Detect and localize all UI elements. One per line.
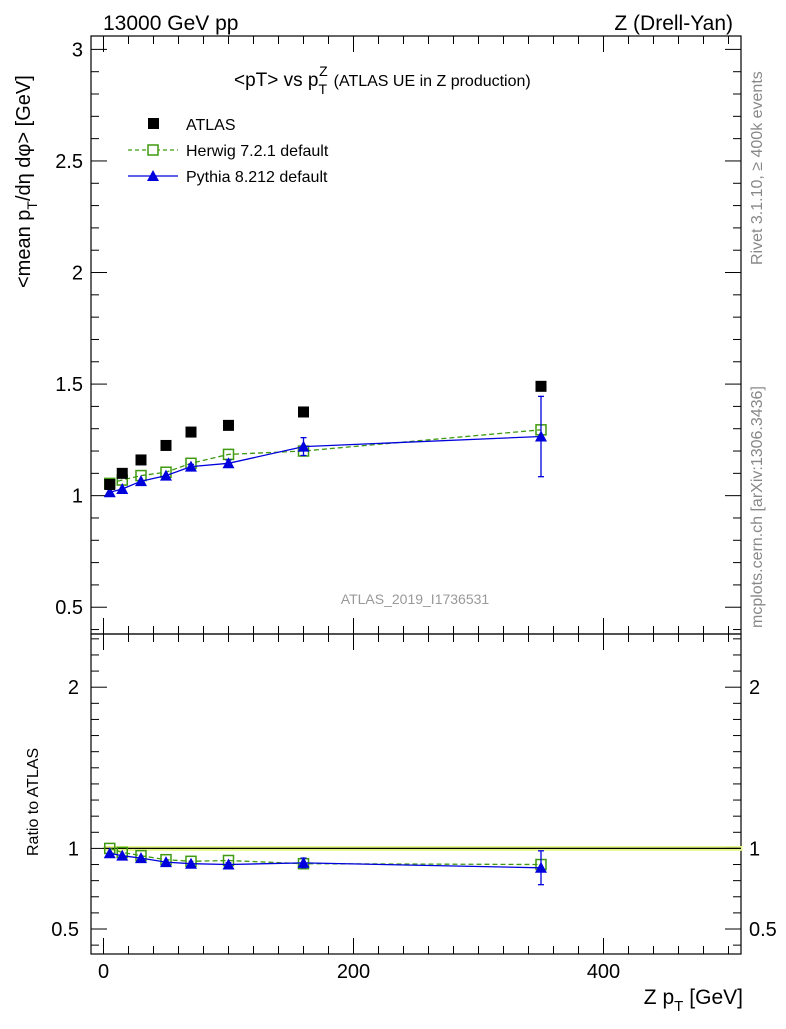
ratio-pythia-point [160,856,172,868]
main-series-layer [103,380,547,498]
analysis-label: ATLAS_2019_I1736531 [341,591,490,607]
ratio-pythia-point [103,847,116,859]
legend-entry-atlas: ATLAS [148,117,236,134]
legend-marker-atlas [148,118,159,129]
main-y-tick-label: 3 [72,39,83,61]
ratio-series-layer [103,842,547,886]
x-axis-label-subscript: T [674,998,683,1015]
rivet-label: Rivet 3.1.10, ≥ 400k events [749,71,766,265]
main-y-axis-label-suffix: /dη dφ> [GeV] [13,75,35,201]
legend: ATLAS Herwig 7.2.1 default Pythia 8.212 … [128,117,329,186]
ratio-pythia-point [185,857,197,869]
plot-title: <pT> vs pTZ (ATLAS UE in Z production) [234,63,531,97]
legend-label-herwig: Herwig 7.2.1 default [186,143,329,160]
ratio-y-tick-label-left: 2 [68,677,79,699]
atlas-point [298,406,309,418]
atlas-point [160,439,172,451]
pythia-point [160,469,172,481]
process-label: Z (Drell-Yan) [614,12,733,35]
main-y-tick-label: 0.5 [55,597,83,619]
ratio-y-tick-label-left: 0.5 [51,919,79,941]
pythia-point [116,482,129,494]
ratio-y-ticks: 0.5 0.5 1 1 2 2 [51,638,777,946]
ratio-pythia-point [222,858,235,870]
x-axis-label: Z pT [GeV] [644,986,743,1015]
x-axis-label-main: Z p [644,986,674,1009]
plot-title-suffix: (ATLAS UE in Z production) [334,73,531,90]
ratio-pythia-point [535,861,547,873]
legend-marker-herwig [147,144,159,156]
pythia-point [185,460,197,472]
legend-entry-pythia: Pythia 8.212 default [128,169,328,186]
herwig-line [109,429,542,485]
plot-title-main: <pT> vs p [234,70,319,91]
main-y-axis-label-main: <mean p [13,210,35,288]
main-y-axis-label: <mean pT/dη dφ> [GeV] [13,75,40,288]
pythia-line [109,435,542,493]
x-axis-label-suffix: [GeV] [689,986,743,1009]
main-y-ticks: 0.5 1 1.5 2 2.5 3 [55,39,741,631]
x-tick-label: 200 [337,961,370,983]
atlas-point [535,380,547,392]
ratio-y-tick-label-left: 1 [68,838,79,860]
atlas-point [135,454,147,466]
main-y-tick-label: 2.5 [55,151,83,173]
pythia-point [222,457,235,469]
x-tick-label: 400 [587,961,620,983]
pythia-point [103,486,116,498]
mcplots-label: mcplots.cern.ch [arXiv:1306.3436] [749,386,766,628]
x-tick-label: 0 [98,961,109,983]
ratio-y-axis-label: Ratio to ATLAS [25,748,42,856]
plot-title-superscript: Z [319,63,328,79]
collision-label: 13000 GeV pp [103,12,238,35]
atlas-point [185,426,197,438]
ratio-pythia-point [135,852,147,864]
legend-label-pythia: Pythia 8.212 default [186,169,328,186]
pythia-point [535,430,547,442]
legend-label-atlas: ATLAS [186,117,236,134]
ratio-herwig-line [109,847,542,866]
plot-title-subscript: T [319,81,328,97]
ratio-pythia-point [297,856,310,868]
pythia-point [297,440,310,452]
pythia-point [135,475,147,487]
atlas-point [104,479,116,490]
ratio-y-tick-label-right: 1 [749,838,760,860]
main-y-axis-label-subscript: T [24,201,40,210]
legend-entry-herwig: Herwig 7.2.1 default [128,143,329,160]
atlas-point [223,419,234,431]
main-y-tick-label: 1.5 [55,374,83,396]
main-y-tick-label: 2 [72,263,83,285]
ratio-y-tick-label-right: 2 [749,677,760,699]
ratio-frame [90,633,742,955]
legend-marker-pythia [147,170,159,181]
main-x-ticks [103,36,729,634]
main-y-tick-label: 1 [72,486,83,508]
ratio-y-tick-label-right: 0.5 [749,919,777,941]
ratio-pythia-point [116,849,129,861]
atlas-point [116,467,128,479]
ratio-x-ticks: 0 200 400 [98,634,729,983]
